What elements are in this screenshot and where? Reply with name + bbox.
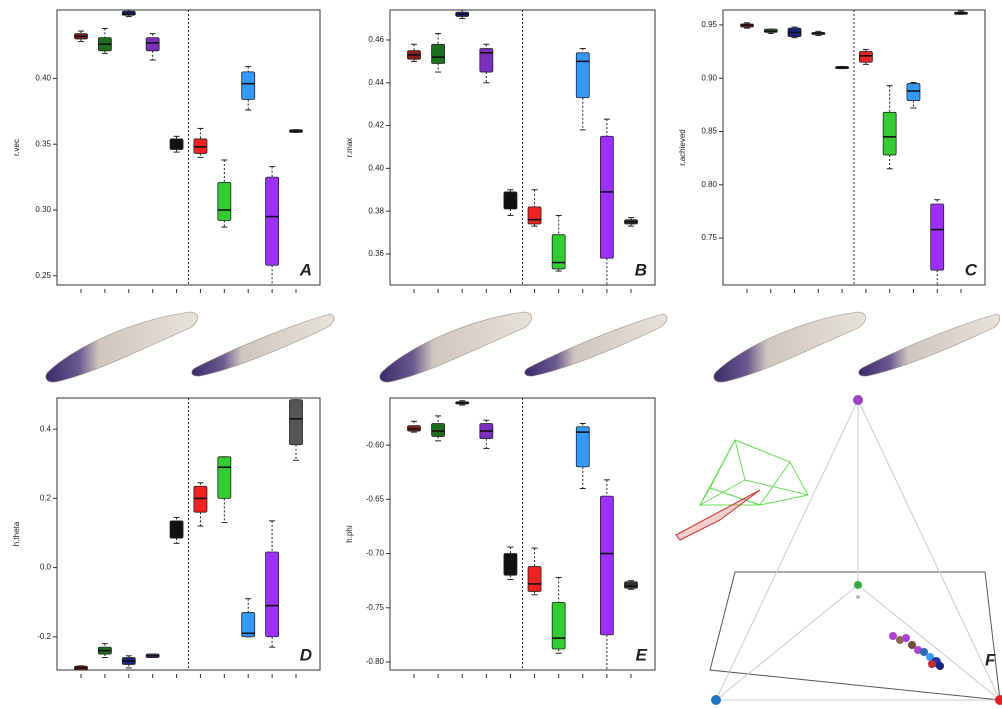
box [859, 52, 872, 63]
y-axis-label: r.achieved [678, 129, 687, 165]
tetrahedron-edges [716, 400, 1000, 700]
panel-label: A [299, 260, 312, 279]
y-tick-label: -0.60 [366, 440, 385, 449]
y-axis-label: h.theta [12, 521, 21, 546]
hull-red [676, 490, 760, 540]
box [576, 53, 589, 98]
vertex [854, 581, 862, 589]
y-axis-label: r.max [345, 138, 354, 158]
y-tick-label: 0.38 [368, 206, 384, 215]
box [432, 44, 445, 63]
box [528, 207, 541, 224]
y-tick-label: -0.75 [366, 603, 385, 612]
wing [525, 314, 667, 376]
box [194, 486, 207, 512]
box [600, 136, 613, 258]
y-tick-label: 0.85 [701, 127, 717, 136]
y-tick-label: 0.46 [368, 35, 384, 44]
y-tick-label: 0.44 [368, 78, 384, 87]
box [552, 235, 565, 269]
wing [380, 312, 532, 382]
box [242, 72, 255, 100]
y-axis-label: h.phi [345, 525, 354, 543]
box-panel: -0.2 0.0 0.2 0.4 h.theta D [12, 398, 320, 678]
box [146, 38, 159, 51]
y-tick-label: 0.30 [35, 205, 51, 214]
wing-images [46, 312, 1000, 382]
y-tick-label: -0.80 [366, 657, 385, 666]
plane [710, 572, 1000, 700]
y-tick-label: 0.25 [35, 271, 51, 280]
wing [46, 312, 198, 382]
y-tick-label: 0.95 [701, 20, 717, 29]
vertex [711, 695, 721, 705]
tetrahedron-panel: F [676, 395, 1002, 705]
box-panel: 0.25 0.30 0.35 0.40 r.vec A [12, 10, 320, 293]
box-panel: -0.80 -0.75 -0.70 -0.65 -0.60 h.phi E [345, 398, 655, 678]
box [266, 177, 279, 265]
y-tick-label: 0.40 [35, 74, 51, 83]
vertex [853, 395, 863, 405]
y-tick-label: 0.36 [368, 249, 384, 258]
box [528, 567, 541, 592]
y-axis-label: r.vec [12, 139, 21, 156]
panel-label: B [635, 260, 647, 279]
hull-green [700, 440, 808, 505]
y-tick-label: -0.70 [366, 549, 385, 558]
y-tick-label: 0.90 [701, 73, 717, 82]
box [218, 182, 231, 220]
box [552, 602, 565, 649]
box [883, 112, 896, 155]
box-panel: 0.36 0.38 0.40 0.42 0.44 0.46 r.max B [345, 10, 655, 293]
y-tick-label: 0.40 [368, 163, 384, 172]
box-panel: 0.75 0.80 0.85 0.90 0.95 r.achieved C [678, 10, 985, 293]
y-tick-label: 0.4 [40, 424, 52, 433]
box [600, 496, 613, 635]
y-tick-label: 0.80 [701, 180, 717, 189]
box [625, 582, 638, 589]
y-tick-label: 0.0 [40, 563, 52, 572]
y-tick-label: -0.65 [366, 494, 385, 503]
vertex [856, 595, 860, 599]
figure: F 0.25 0.30 0.35 0.40 r.vec A 0.36 0.38 0.40 0.42… [0, 0, 1002, 709]
wing [192, 314, 334, 376]
y-tick-label: 0.35 [35, 139, 51, 148]
box [290, 400, 303, 445]
box [907, 84, 920, 101]
wing [714, 312, 866, 382]
panel-label: E [636, 645, 648, 664]
wing [859, 314, 1000, 376]
panel-label: D [300, 645, 312, 664]
panel-label: C [965, 260, 978, 279]
point-cluster [889, 632, 944, 670]
box [432, 423, 445, 436]
box [266, 552, 279, 637]
y-tick-label: 0.2 [40, 493, 52, 502]
box [931, 204, 944, 270]
y-tick-label: 0.75 [701, 233, 717, 242]
panel-label: F [985, 650, 996, 669]
y-tick-label: -0.2 [37, 632, 51, 641]
box [218, 457, 231, 499]
y-tick-label: 0.42 [368, 121, 384, 130]
